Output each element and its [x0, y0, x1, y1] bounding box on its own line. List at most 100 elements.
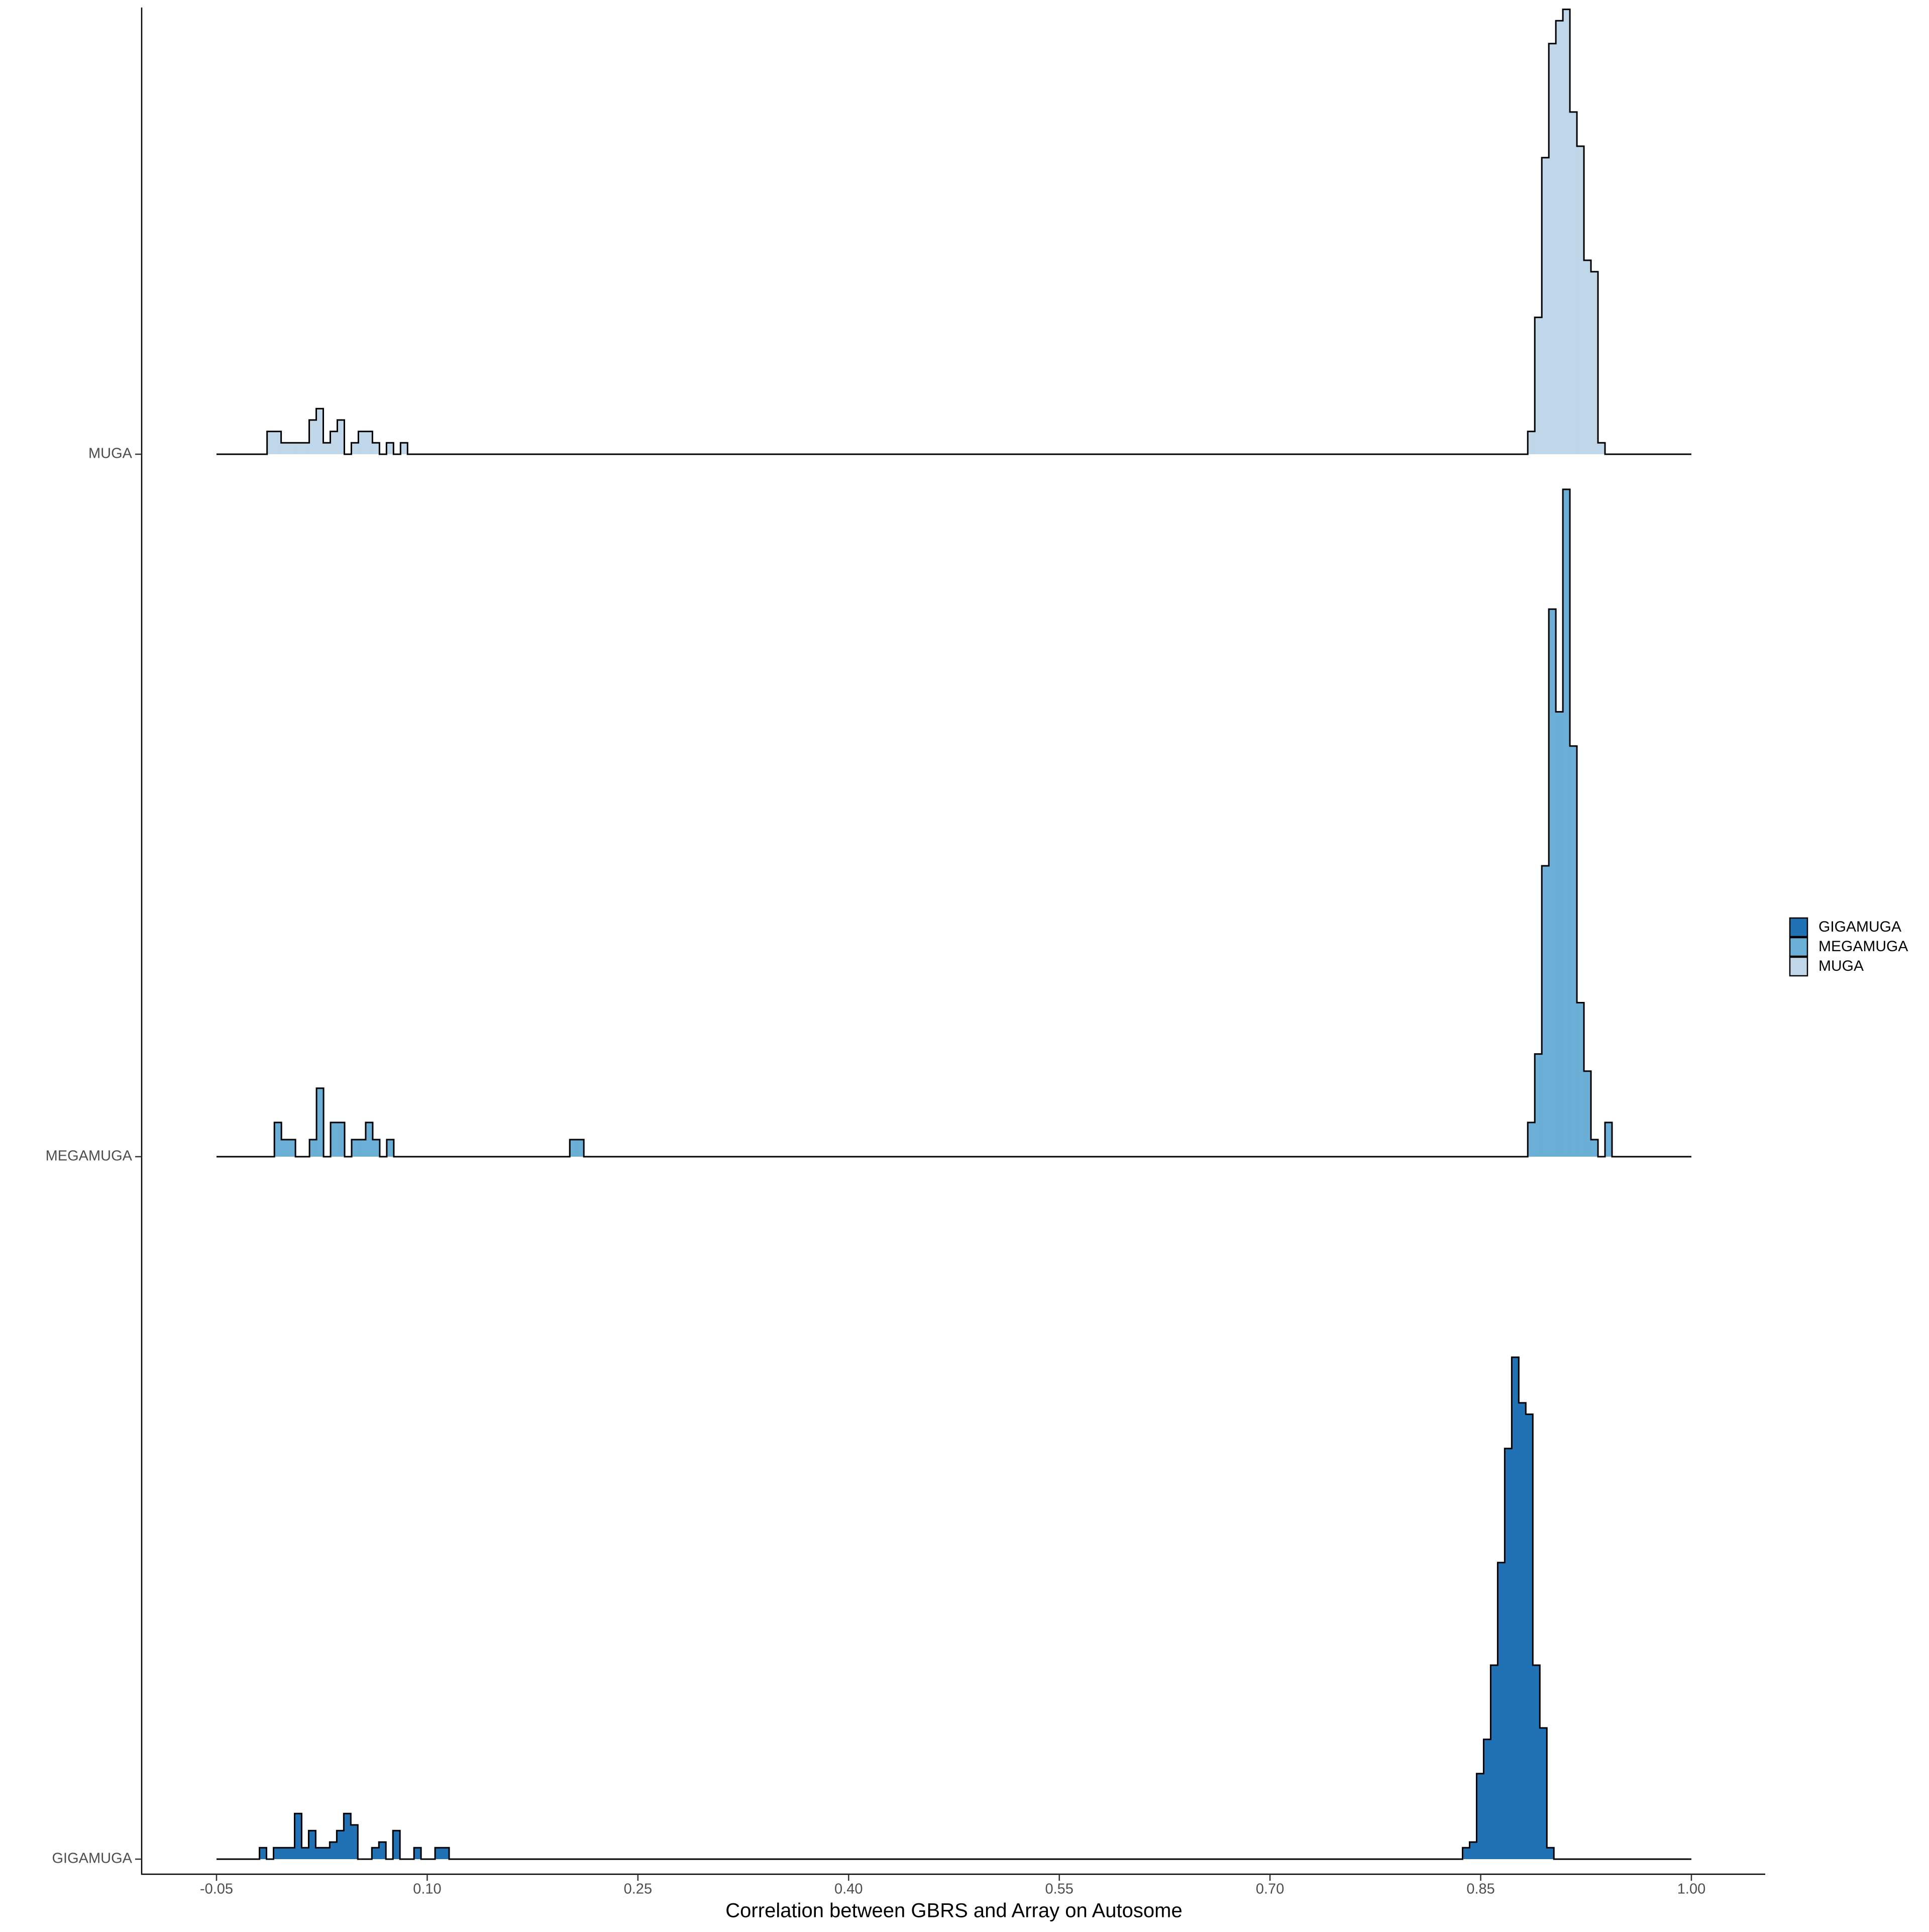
histogram-bar — [1584, 1071, 1591, 1157]
histogram-bar — [1591, 1139, 1598, 1157]
histogram-bar — [1549, 43, 1556, 454]
histogram-bar — [372, 443, 380, 454]
legend-swatch — [1789, 956, 1808, 977]
histogram-bar — [1490, 1665, 1498, 1859]
histogram-bar — [309, 420, 317, 454]
histogram-bar — [281, 443, 289, 454]
histogram-bar — [1540, 1727, 1547, 1859]
histogram-bar — [267, 431, 275, 454]
x-tick-label: 0.40 — [834, 1881, 863, 1897]
x-tick-label: 0.85 — [1466, 1881, 1494, 1897]
y-tick-label: MUGA — [88, 446, 133, 462]
histogram-bar — [1542, 157, 1549, 454]
x-tick-label: 0.70 — [1256, 1881, 1284, 1897]
histogram-bar — [1535, 317, 1542, 454]
x-tick-label: 0.25 — [624, 1881, 652, 1897]
histogram-bar — [400, 443, 408, 454]
histogram-bar — [287, 1848, 295, 1859]
ridge-outline — [217, 9, 1691, 455]
histogram-bar — [1519, 1402, 1526, 1859]
x-tick-label: -0.05 — [200, 1881, 233, 1897]
ridge — [217, 488, 1691, 1158]
histogram-bar — [1469, 1842, 1477, 1859]
histogram-bar — [273, 1848, 281, 1859]
histogram-bar — [1570, 746, 1577, 1157]
y-tick-label: MEGAMUGA — [46, 1148, 133, 1164]
legend-label: GIGAMUGA — [1818, 919, 1901, 935]
histogram-bar — [323, 1848, 330, 1859]
histogram-bar — [365, 431, 373, 454]
histogram-bar — [1563, 489, 1570, 1157]
histogram-bar — [570, 1139, 577, 1157]
histogram-bar — [365, 1122, 373, 1157]
ridge-outline — [217, 1356, 1691, 1860]
histogram-bar — [386, 443, 394, 454]
x-tick-label: 1.00 — [1677, 1881, 1705, 1897]
histogram-bar — [281, 1139, 289, 1157]
histogram-bar — [1533, 1665, 1540, 1859]
histogram-bar — [351, 443, 359, 454]
histogram-bar — [393, 1831, 400, 1859]
histogram-bar — [315, 1848, 323, 1859]
histogram-bar — [295, 443, 303, 454]
histogram-bar — [358, 431, 366, 454]
histogram-bar — [1570, 112, 1577, 454]
histogram-bar — [1526, 1414, 1533, 1859]
histogram-bar — [414, 1848, 421, 1859]
legend-swatch — [1789, 937, 1808, 957]
histogram-bar — [435, 1848, 443, 1859]
histogram-bar — [1605, 1122, 1613, 1157]
histogram-bar — [1591, 271, 1598, 454]
histogram-bar — [330, 1842, 337, 1859]
histogram-bar — [1584, 260, 1591, 454]
x-tick-label: 0.55 — [1045, 1881, 1073, 1897]
ridge — [217, 9, 1691, 455]
histogram-bar — [1535, 1054, 1542, 1157]
histogram-bar — [1528, 1122, 1535, 1157]
histogram-bar — [1556, 21, 1563, 455]
histogram-bar — [338, 1122, 345, 1157]
histogram-bar — [1476, 1773, 1484, 1859]
histogram-bar — [1497, 1562, 1505, 1859]
histogram-bar — [330, 431, 338, 454]
ridge-outline — [217, 488, 1691, 1158]
histogram-bar — [1556, 711, 1563, 1157]
ridge — [217, 1356, 1691, 1860]
histogram-bar — [274, 1122, 282, 1157]
histogram-bar — [1528, 431, 1535, 454]
histogram-bar — [351, 1824, 358, 1859]
histogram-bar — [1563, 9, 1570, 455]
histogram-bar — [309, 1139, 317, 1157]
histogram-bar — [1542, 866, 1549, 1157]
x-axis-title: Correlation between GBRS and Array on Au… — [725, 1900, 1182, 1922]
histogram-bar — [351, 1139, 359, 1157]
histogram-bar — [316, 1088, 324, 1157]
histogram-bar — [259, 1848, 267, 1859]
histogram-bar — [294, 1813, 302, 1859]
histogram-bar — [344, 1813, 351, 1859]
legend-label: MEGAMUGA — [1818, 938, 1908, 955]
histogram-bar — [1577, 146, 1584, 454]
histogram-bar — [372, 1848, 379, 1859]
histogram-bar — [358, 1139, 366, 1157]
histogram-bar — [372, 1139, 380, 1157]
histogram-bar — [577, 1139, 584, 1157]
histogram-bar — [1549, 609, 1556, 1157]
histogram-bar — [337, 420, 345, 454]
histogram-bar — [288, 1139, 296, 1157]
histogram-bar — [302, 443, 310, 454]
x-tick-label: 0.10 — [413, 1881, 441, 1897]
histogram-bar — [1505, 1448, 1512, 1859]
histogram-bar — [316, 409, 324, 454]
histogram-bar — [331, 1122, 338, 1157]
legend-label: MUGA — [1818, 958, 1864, 974]
histogram-bar — [379, 1842, 386, 1859]
y-tick-label: GIGAMUGA — [52, 1851, 132, 1867]
legend-swatch — [1789, 917, 1808, 938]
histogram-bar — [288, 443, 296, 454]
histogram-bar — [1577, 1002, 1584, 1157]
histogram-bar — [1512, 1357, 1519, 1859]
histogram-bar — [280, 1848, 288, 1859]
